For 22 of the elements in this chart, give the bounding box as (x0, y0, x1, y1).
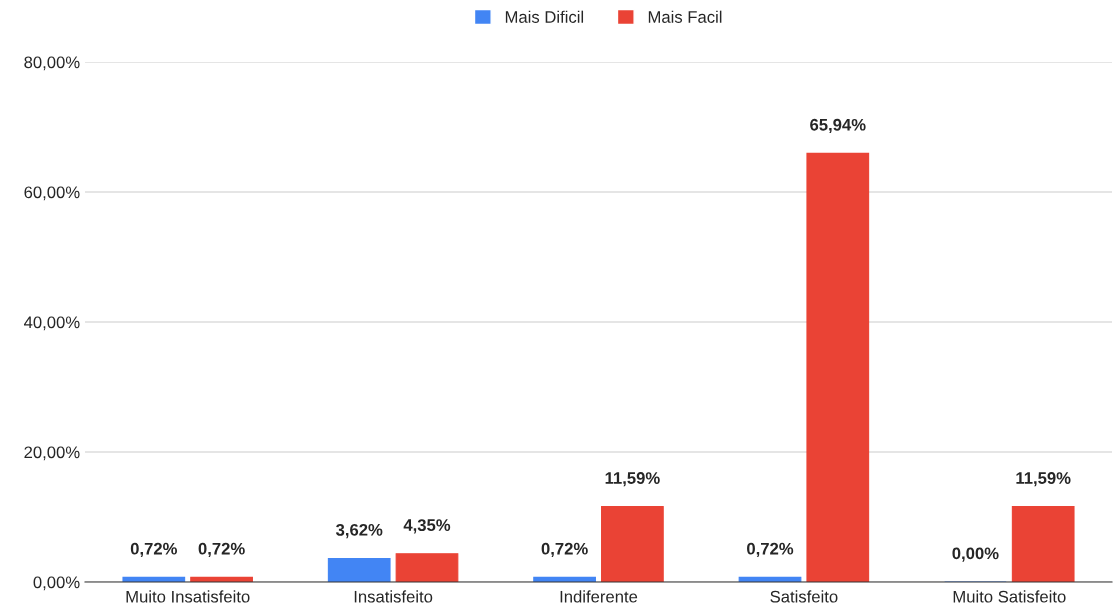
y-tick-label: 80,00% (24, 56, 80, 71)
y-tick-label: 60,00% (24, 186, 80, 201)
x-tick-label: Satisfeito (770, 590, 838, 603)
data-label: 0,72% (747, 542, 794, 557)
x-tick-label: Muito Insatisfeito (126, 590, 250, 603)
y-tick-label: 40,00% (24, 316, 80, 331)
y-tick-label: 20,00% (24, 446, 80, 461)
x-tick-label: Insatisfeito (354, 590, 433, 603)
data-label: 0,72% (198, 542, 245, 557)
data-label: 4,35% (403, 519, 451, 534)
data-label: 3,62% (335, 523, 383, 539)
data-label: 0,72% (130, 542, 177, 557)
data-label: 11,59% (1016, 472, 1071, 487)
data-label: 0,72% (541, 542, 588, 557)
legend-label: Mais Dificil (505, 10, 584, 23)
x-tick-label: Indiferente (560, 590, 638, 603)
y-tick-label: 0,00% (33, 576, 80, 591)
data-label: 65,94% (810, 118, 866, 134)
data-label: 0,00% (952, 547, 999, 562)
data-label: 11,59% (605, 472, 660, 487)
x-tick-label: Muito Satisfeito (953, 590, 1066, 603)
legend-label: Mais Facil (648, 10, 722, 23)
